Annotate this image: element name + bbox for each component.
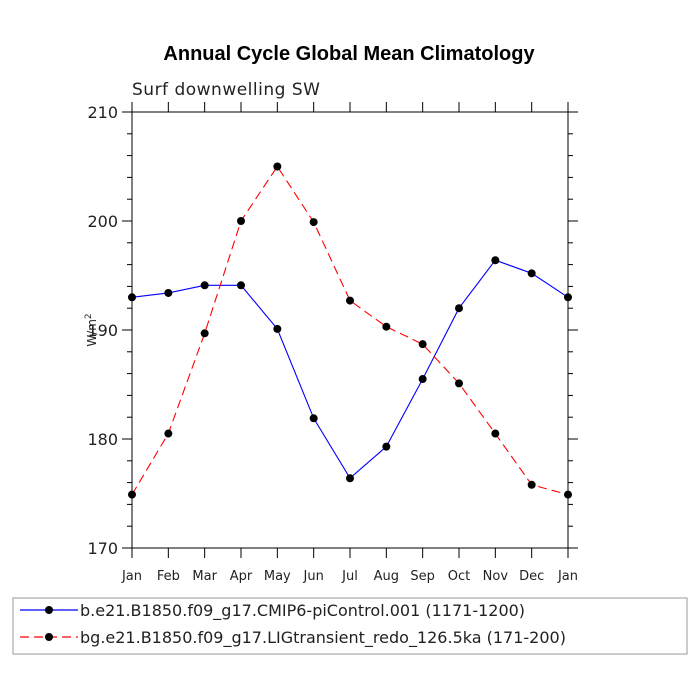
series-2-point [491, 429, 500, 438]
series-2-point [164, 429, 173, 438]
legend-box [12, 597, 688, 655]
x-axis-ticks: Jan Feb Mar Apr May Jun Jul Aug Sep Oct Nov Dec Jan [121, 102, 578, 584]
x-tick-label: Oct [448, 569, 470, 584]
legend-marker-1 [45, 606, 53, 614]
y-tick-label: 200 [87, 212, 118, 231]
plot-frame [131, 111, 569, 549]
series-1-point [273, 324, 282, 333]
series-2-point [418, 340, 427, 349]
x-tick-label: Sep [410, 569, 435, 584]
series-1-point [564, 293, 572, 302]
legend: b.e21.B1850.f09_g17.CMIP6-piControl.001 … [12, 597, 688, 655]
y-tick-label: 170 [87, 539, 118, 558]
x-tick-label: Jan [557, 569, 578, 584]
x-tick-label: Nov [483, 569, 509, 584]
series-line-1 [131, 259, 569, 480]
legend-marker-2 [45, 633, 53, 641]
series-1-point [128, 293, 136, 302]
series-2-point [564, 490, 572, 499]
series-line-2 [131, 165, 569, 496]
chart-subtitle: Surf downwelling SW [132, 80, 320, 100]
x-tick-label: Aug [374, 569, 399, 584]
series-1-point [382, 442, 391, 451]
series-2-point [455, 379, 463, 388]
series-2-point [237, 217, 245, 225]
series-2-point [382, 322, 391, 331]
y-tick-label: 190 [87, 321, 118, 340]
series-1-point [418, 375, 427, 384]
x-tick-label: Jul [341, 569, 358, 584]
x-tick-label: May [264, 569, 291, 584]
y-axis-ticks: 170 180 190 200 210 [87, 103, 578, 558]
y-tick-label: 180 [87, 430, 118, 449]
x-tick-label: Dec [519, 569, 544, 584]
series-2-point [346, 296, 354, 305]
legend-label-1: b.e21.B1850.f09_g17.CMIP6-piControl.001 … [80, 601, 525, 621]
y-tick-label: 210 [87, 103, 118, 122]
series-1-point [491, 256, 500, 265]
series-2-point [527, 480, 536, 489]
series-1-point [455, 304, 463, 313]
series-1-point [346, 474, 354, 483]
series-2-point [273, 162, 282, 171]
x-tick-label: Feb [157, 569, 180, 584]
series-2-point [309, 218, 318, 227]
series-1-point [527, 269, 536, 278]
series-1-point [309, 414, 318, 423]
series-1-point [237, 281, 245, 290]
series-1-point [164, 288, 173, 297]
series-2-point [200, 329, 209, 338]
series-1-point [200, 281, 209, 290]
y-axis-label: W/m2 [84, 313, 99, 346]
x-tick-label: Mar [192, 569, 217, 584]
x-tick-label: Apr [230, 569, 253, 584]
x-tick-label: Jan [121, 569, 142, 584]
x-tick-label: Jun [303, 569, 324, 584]
chart-title: Annual Cycle Global Mean Climatology [163, 43, 535, 65]
series-group [128, 162, 572, 499]
y-axis-label-exponent: 2 [84, 313, 94, 319]
legend-label-2: bg.e21.B1850.f09_g17.LIGtransient_redo_1… [80, 628, 566, 648]
series-2-point [128, 490, 136, 499]
